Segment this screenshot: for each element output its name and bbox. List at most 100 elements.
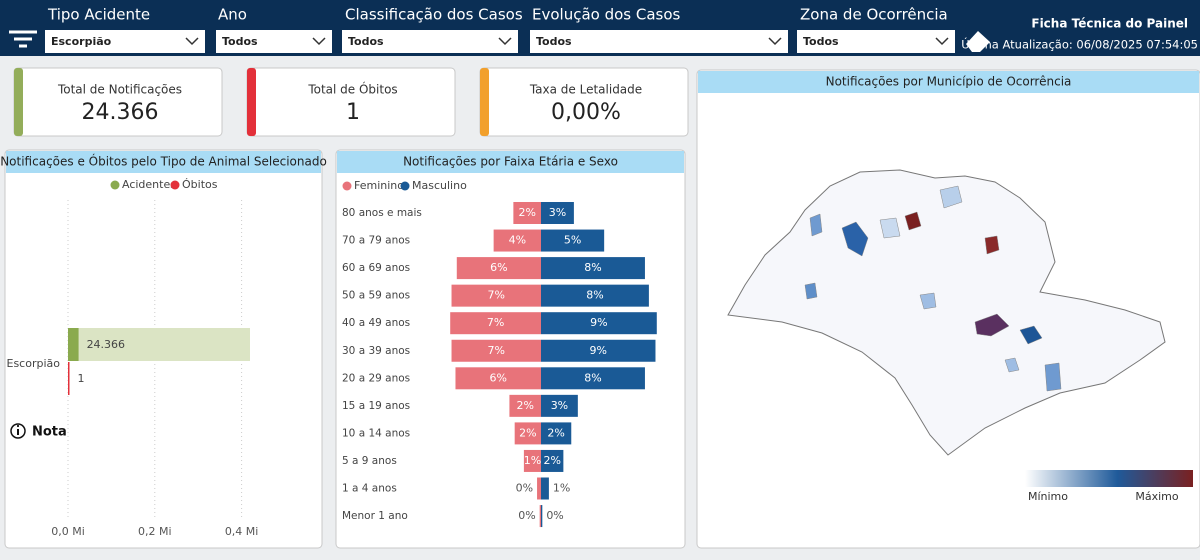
bar <box>455 367 541 390</box>
note-icon[interactable] <box>10 423 26 439</box>
bar <box>541 449 564 472</box>
bar <box>450 312 541 335</box>
legend-swatch <box>342 181 352 191</box>
municipality[interactable] <box>804 282 818 300</box>
dropdown-chevron <box>768 37 782 46</box>
data-label: 2% <box>516 399 533 412</box>
bar <box>537 477 541 500</box>
x-tick-label: 0,2 Mi <box>138 525 172 538</box>
data-label: 8% <box>584 261 601 274</box>
data-label: 6% <box>490 261 507 274</box>
kpi-title: Total de Notificações <box>57 83 182 97</box>
data-label: 8% <box>586 289 603 302</box>
y-tick-label: 50 a 59 anos <box>342 290 410 302</box>
bar <box>541 422 572 445</box>
data-label: 0% <box>546 509 563 522</box>
data-label: 3% <box>549 206 566 219</box>
municipality[interactable] <box>939 185 963 209</box>
filter-value: Todos <box>348 35 384 48</box>
dropdown-chevron <box>185 37 199 46</box>
filter-dropdown[interactable] <box>530 30 788 53</box>
bar <box>541 257 645 280</box>
data-label: 1% <box>524 454 541 467</box>
filter-icon[interactable] <box>9 30 37 48</box>
x-tick-label: 0,4 Mi <box>225 525 259 538</box>
filter-value: Todos <box>803 35 839 48</box>
filter-dropdown[interactable] <box>216 30 332 53</box>
filter-dropdown[interactable] <box>797 30 955 53</box>
municipality[interactable] <box>984 235 1000 255</box>
filter-dropdown[interactable] <box>45 30 205 53</box>
eraser-icon[interactable] <box>966 31 990 52</box>
bar <box>509 394 541 417</box>
data-label: 0% <box>516 482 533 495</box>
municipality[interactable] <box>1044 362 1062 392</box>
y-tick-label: 70 a 79 anos <box>342 235 410 247</box>
municipality[interactable] <box>919 292 937 310</box>
dropdown-chevron <box>498 37 512 46</box>
dropdown-chevron <box>935 37 949 46</box>
data-label: 5% <box>564 234 581 247</box>
municipality[interactable] <box>904 211 922 231</box>
data-label: 4% <box>509 234 526 247</box>
map-legend-max: Máximo <box>1135 490 1179 503</box>
y-tick-label: Escorpião <box>7 357 61 370</box>
municipality[interactable] <box>809 213 823 237</box>
bar <box>541 505 543 528</box>
note-icon-dot <box>16 424 20 428</box>
filter-dropdown[interactable] <box>342 30 518 53</box>
bar <box>493 229 541 252</box>
data-label: 1 <box>78 372 85 385</box>
data-label: 2% <box>518 206 535 219</box>
filter-label: Tipo Acidente <box>47 6 150 24</box>
kpi-title: Total de Óbitos <box>307 82 397 97</box>
municipality[interactable] <box>974 313 1010 337</box>
y-tick-label: 1 a 4 anos <box>342 483 397 495</box>
bar <box>514 422 541 445</box>
municipality[interactable] <box>879 217 901 239</box>
bar <box>456 257 541 280</box>
data-label: 7% <box>488 344 505 357</box>
legend-swatch <box>110 180 120 190</box>
data-label: 1% <box>553 482 570 495</box>
y-tick-label: Menor 1 ano <box>342 510 408 522</box>
bar <box>541 312 657 335</box>
note-label[interactable]: Nota <box>32 425 67 440</box>
data-label: 2% <box>547 426 564 439</box>
legend-swatch <box>170 180 180 190</box>
panel-title-bar <box>698 71 1199 93</box>
legend-label: Acidentes <box>122 178 176 191</box>
panel-info-link[interactable]: Ficha Técnica do Painel <box>1031 17 1188 31</box>
y-tick-label: 30 a 39 anos <box>342 345 410 357</box>
municipality[interactable] <box>1019 325 1043 345</box>
filter-label: Zona de Ocorrência <box>800 6 948 24</box>
panel-title: Notificações por Faixa Etária e Sexo <box>403 155 618 169</box>
data-label: 2% <box>519 426 536 439</box>
bar <box>541 477 549 500</box>
filter-label: Classificação dos Casos <box>345 6 523 24</box>
y-tick-label: 60 a 69 anos <box>342 262 410 274</box>
data-label: 7% <box>487 316 504 329</box>
bar <box>541 202 574 224</box>
bar <box>541 229 605 252</box>
panel-title-bar <box>337 151 684 173</box>
panel-title-bar <box>6 151 321 173</box>
bar <box>541 367 645 390</box>
map-legend-min: Mínimo <box>1028 490 1068 503</box>
kpi-value: 1 <box>346 100 360 125</box>
legend-label: Feminino <box>354 179 404 192</box>
kpi-title: Taxa de Letalidade <box>529 83 642 97</box>
municipality[interactable] <box>1004 357 1020 373</box>
panel-title: Notificações por Município de Ocorrência <box>826 75 1072 89</box>
municipality[interactable] <box>841 221 869 257</box>
map-color-scale <box>1025 470 1193 487</box>
filter-label: Evolução dos Casos <box>532 6 681 24</box>
filter-value: Escorpião <box>51 35 112 48</box>
bar <box>523 449 541 472</box>
x-tick-label: 0,0 Mi <box>51 525 85 538</box>
data-label: 2% <box>543 454 560 467</box>
bar <box>541 284 649 307</box>
data-label: 9% <box>590 344 607 357</box>
bar <box>451 284 541 307</box>
